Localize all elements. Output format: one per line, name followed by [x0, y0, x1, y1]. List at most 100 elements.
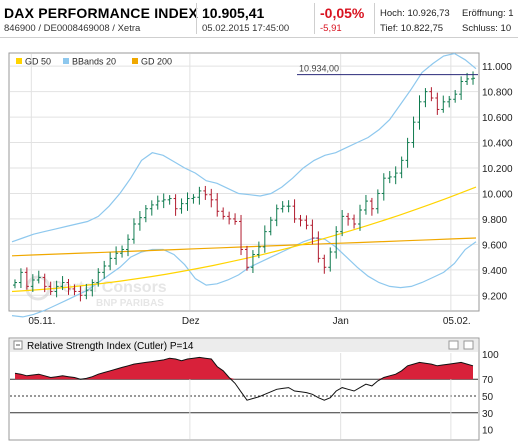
price-axis: 9.200 9.400 9.600 9.800 10.000 10.200 10.400 10…: [482, 62, 513, 302]
price-tick-label: 10.200: [482, 164, 513, 175]
header-divider: [196, 3, 197, 34]
rsi-panel: [8, 337, 480, 441]
legend-bbands: BBands 20: [72, 57, 116, 67]
indicators: [11, 52, 477, 318]
candle: [197, 186, 202, 205]
candle: [90, 279, 95, 297]
candle: [149, 200, 154, 216]
bband-upper-line: [11, 52, 477, 243]
candle: [304, 215, 309, 230]
header-divider: [314, 3, 315, 34]
instrument-name: DAX PERFORMANCE INDEX: [4, 5, 198, 21]
candle: [66, 278, 71, 295]
rsi-tick-label: 30: [482, 409, 494, 420]
rsi-overbought-area: [15, 357, 473, 380]
header-divider: [374, 3, 375, 34]
quote-datetime: 05.02.2015 17:45:00: [202, 23, 290, 34]
x-tick-label: 05.11.: [28, 316, 55, 327]
candle: [387, 171, 392, 184]
price-panel: [8, 52, 480, 312]
legend-swatch-gd50: [16, 58, 22, 64]
price-tick-label: 10.600: [482, 113, 513, 124]
candle: [328, 247, 333, 272]
candle: [203, 185, 208, 200]
candles: [12, 71, 476, 302]
candle: [42, 273, 47, 293]
candle: [274, 204, 279, 227]
legend: GD 50 BBands 20 GD 200: [16, 57, 172, 67]
candle: [60, 276, 65, 291]
candle: [179, 198, 184, 214]
price-tick-label: 9.600: [482, 240, 507, 251]
candle: [114, 246, 119, 265]
candle: [36, 270, 41, 284]
candle: [453, 89, 458, 103]
candle: [30, 274, 35, 292]
candle: [244, 245, 249, 271]
candle: [96, 268, 101, 287]
candle: [369, 197, 374, 216]
rsi-tick-label: 10: [482, 426, 494, 437]
candle: [429, 87, 434, 102]
candle: [441, 95, 446, 113]
candle: [167, 195, 172, 205]
candle: [298, 214, 303, 227]
legend-swatch-gd200: [132, 58, 138, 64]
candle: [340, 210, 345, 237]
candle: [346, 212, 351, 226]
candle: [12, 279, 17, 289]
x-tick-label: Dez: [182, 316, 200, 327]
candle: [54, 280, 59, 298]
price-tick-label: 9.800: [482, 215, 507, 226]
rsi-tick-label: 50: [482, 392, 494, 403]
bband-lower-line: [11, 237, 477, 318]
candle: [375, 189, 380, 214]
candle: [233, 213, 238, 225]
day-low: Tief: 10.822,75: [380, 23, 444, 34]
gd50-line: [11, 186, 477, 293]
rsi-overbought-fill: [15, 357, 473, 380]
price-grid: [10, 54, 478, 310]
rsi-title-bar: [10, 339, 478, 352]
legend-gd200: GD 200: [141, 57, 172, 67]
candle: [191, 194, 196, 204]
watermark-line2: BNP PARIBAS: [96, 298, 164, 309]
candle: [72, 284, 77, 296]
candle: [239, 214, 244, 256]
rsi-tick-label: 100: [482, 350, 499, 361]
price-tick-label: 9.400: [482, 266, 507, 277]
candle: [227, 211, 232, 225]
candle: [18, 268, 23, 289]
candle: [24, 267, 29, 290]
price-annotation: 10.934,00: [297, 64, 478, 76]
candle: [221, 207, 226, 220]
candle: [316, 231, 321, 263]
candle: [84, 283, 89, 300]
candle: [256, 241, 261, 259]
candle: [108, 252, 113, 271]
candle: [358, 204, 362, 231]
candle: [262, 225, 267, 253]
price-tick-label: 10.000: [482, 189, 513, 200]
open-price: Eröffnung: 1: [462, 8, 514, 19]
candle: [352, 214, 357, 229]
candle: [215, 193, 220, 217]
gd200-line: [11, 237, 477, 257]
x-tick-label: Jan: [333, 316, 349, 327]
change-percent: -0,05%: [320, 5, 365, 21]
candle: [280, 201, 285, 213]
candle: [435, 92, 440, 115]
candle: [126, 234, 130, 257]
day-high: Hoch: 10.926,73: [380, 8, 450, 19]
legend-gd50: GD 50: [25, 57, 51, 67]
panel-close-icon[interactable]: [463, 340, 474, 350]
price-tick-label: 9.200: [482, 291, 507, 302]
candle: [417, 95, 422, 130]
panel-options-icon[interactable]: [448, 340, 459, 350]
close-price: Schluss: 10: [462, 23, 512, 34]
price-tick-label: 11.000: [482, 62, 512, 73]
annotation-label: 10.934,00: [299, 64, 339, 74]
rsi-line: [14, 356, 474, 401]
candle: [250, 250, 255, 273]
